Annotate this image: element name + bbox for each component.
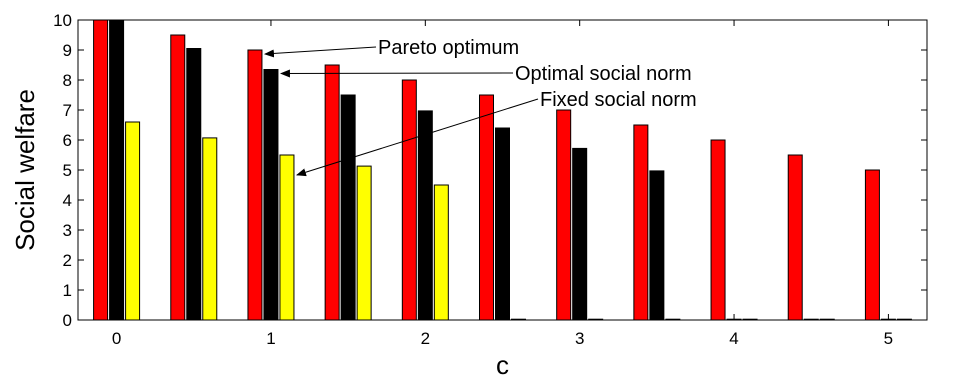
bar-pareto-optimum-4 (401, 79, 417, 321)
bar-pareto-optimum-10 (864, 169, 880, 321)
y-tick-label: 4 (63, 191, 72, 210)
x-axis-label: c (496, 350, 509, 380)
annotation-text: Pareto optimum (378, 37, 519, 59)
annotation-arrow (296, 98, 539, 177)
y-tick-label: 1 (63, 281, 72, 300)
bar-fixed-social-norm-3 (356, 165, 372, 321)
bar-pareto-optimum-1 (170, 34, 186, 321)
annotation-arrow (279, 69, 514, 78)
x-tick-label: 3 (575, 329, 584, 348)
bar-pareto-optimum-6 (556, 109, 572, 321)
bar-optimal-social-norm-1 (186, 48, 202, 321)
y-axis-label: Social welfare (10, 89, 40, 251)
bar-optimal-social-norm-2 (263, 69, 279, 321)
bar-optimal-social-norm-7 (649, 170, 665, 321)
bar-fixed-social-norm-1 (202, 137, 218, 321)
y-tick-label: 5 (63, 161, 72, 180)
bar-pareto-optimum-9 (787, 154, 803, 321)
bar-pareto-optimum-0 (93, 19, 109, 321)
bar-optimal-social-norm-4 (417, 110, 433, 321)
y-tick-label: 6 (63, 131, 72, 150)
annotation-arrow (263, 46, 377, 58)
x-ticks: 0 1 2 3 4 5 (112, 20, 893, 348)
y-tick-label: 3 (63, 221, 72, 240)
y-tick-label: 9 (63, 41, 72, 60)
y-tick-label: 10 (53, 11, 72, 30)
x-tick-label: 4 (729, 329, 738, 348)
y-tick-label: 7 (63, 101, 72, 120)
annotation-text: Optimal social norm (515, 63, 692, 85)
bar-optimal-social-norm-6 (572, 147, 588, 321)
y-ticks: 0 1 2 3 4 5 6 7 8 9 10 (53, 11, 927, 330)
bar-fixed-social-norm-0 (125, 121, 141, 321)
y-tick-label: 0 (63, 311, 72, 330)
annotation-text: Fixed social norm (540, 89, 697, 111)
x-tick-label: 2 (421, 329, 430, 348)
bar-optimal-social-norm-0 (109, 19, 125, 321)
bar-pareto-optimum-2 (247, 49, 263, 321)
bar-fixed-social-norm-4 (433, 184, 449, 321)
y-tick-label: 8 (63, 71, 72, 90)
y-tick-label: 2 (63, 251, 72, 270)
x-tick-label: 1 (266, 329, 275, 348)
bar-fixed-social-norm-2 (279, 154, 295, 321)
annotations: Pareto optimum Optimal social norm Fixed s… (263, 37, 697, 177)
bars-layer (93, 19, 912, 321)
bar-optimal-social-norm-5 (495, 127, 510, 321)
bar-pareto-optimum-5 (479, 94, 494, 321)
bar-pareto-optimum-7 (633, 124, 649, 321)
x-tick-label: 5 (884, 329, 893, 348)
bar-pareto-optimum-3 (324, 64, 340, 321)
x-tick-label: 0 (112, 329, 121, 348)
bar-pareto-optimum-8 (710, 139, 726, 321)
bar-optimal-social-norm-3 (340, 94, 356, 321)
